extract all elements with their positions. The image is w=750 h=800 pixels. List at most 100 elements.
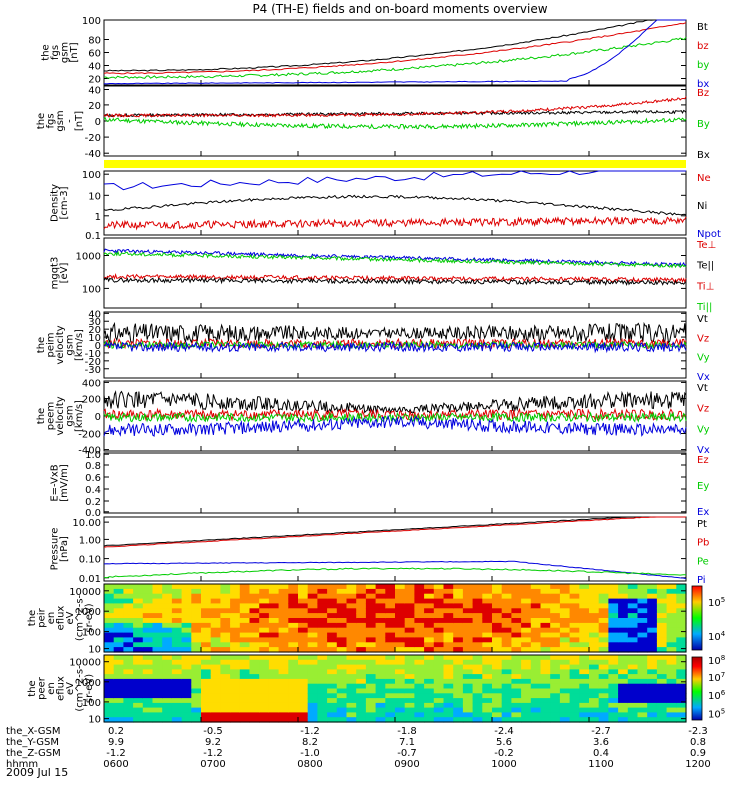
heatmap-cell [569,603,580,609]
heatmap-cell [569,717,580,723]
heatmap-cell [627,655,639,661]
heatmap-cell [550,603,561,609]
heatmap-cell [152,717,163,723]
heatmap-cell [327,603,338,609]
heatmap-cell [259,664,270,670]
heatmap-cell [637,698,648,704]
heatmap-cell [268,613,280,619]
pressure-legend-3: Pi [697,575,706,586]
heatmap-cell [579,593,590,600]
heatmap-cell [356,698,367,704]
heatmap-cell [550,659,561,666]
heatmap-cell [307,627,318,634]
heatmap-cell [191,622,202,629]
heatmap-cell [171,678,183,685]
vx-series [103,340,687,354]
heatmap-cell [530,627,542,634]
vx2-series [103,414,687,437]
heatmap-cell [365,683,377,690]
heatmap-cell [327,659,338,666]
xaxis-value-2-4: -0.2 [494,748,514,759]
heatmap-cell [559,637,571,643]
peem_velocity-traces [103,390,687,437]
heatmap-cell [550,678,561,685]
heatmap-cell [375,637,386,643]
heatmap-cell [608,688,619,694]
peir_spectrogram-ytick-0: 10000 [69,587,101,598]
heatmap-cell [356,593,367,600]
bz-series [103,22,687,75]
heatmap-cell [589,702,600,709]
heatmap-cell [569,627,580,634]
heatmap-cell [327,642,338,648]
heatmap-cell [656,627,668,634]
heatmap-cell [608,642,619,648]
heatmap-cell [540,655,551,661]
heatmap-cell [540,683,551,690]
heatmap-cell [627,683,639,690]
heatmap-cell [336,712,348,718]
heatmap-cell [268,659,280,666]
heatmap-cell [278,584,289,590]
heatmap-cell [647,593,658,600]
xaxis-label-1: the_Y-GSM [6,737,59,748]
heatmap-cell [637,712,648,718]
heatmap-cell [201,669,212,675]
heatmap-cell [375,664,386,670]
heatmap-cell [191,717,202,723]
heatmap-cell [414,669,425,675]
heatmap-cell [472,622,483,629]
heatmap-cell [433,698,445,704]
heatmap-cell [627,693,639,699]
heatmap-cell [666,584,677,590]
heatmap-cell [608,702,619,709]
heatmap-cell [298,707,309,713]
heatmap-cell [501,598,512,605]
heatmap-cell [462,664,474,670]
heatmap-cell [550,674,561,680]
heatmap-cell [123,712,134,718]
heatmap-cell [511,659,522,666]
heatmap-cell [530,655,542,661]
pressure-legend-0: Pt [697,519,707,530]
heatmap-cell [492,688,503,694]
heatmap-cell [162,688,173,694]
heatmap-cell [424,608,435,614]
heatmap-cell [142,637,154,643]
peem_velocity-ytick-1: 200 [82,395,101,406]
heatmap-cell [521,618,532,624]
heatmap-cell [482,584,493,590]
heatmap-cell [259,693,270,699]
heatmap-cell [201,603,212,609]
heatmap-cell [598,707,609,713]
heatmap-cell [201,717,212,723]
heatmap-cell [637,688,648,694]
heatmap-cell [259,659,270,666]
heatmap-cell [162,608,173,614]
heatmap-cell [239,683,251,690]
heatmap-cell [637,584,648,590]
heatmap-cell [647,707,658,713]
heatmap-cell [559,707,571,713]
heatmap-cell [133,618,144,624]
heatmap-cell [385,655,396,661]
heatmap-cell [307,712,318,718]
heatmap-cell [152,588,163,595]
heatmap-cell [133,702,144,709]
heatmap-cell [210,698,221,704]
heatmap-cell [288,683,299,690]
heatmap-cell [627,707,639,713]
heatmap-cell [521,659,532,666]
heatmap-cell [627,608,639,614]
heatmap-cell [123,659,134,666]
heatmap-cell [579,647,590,653]
heatmap-cell [656,603,668,609]
heatmap-cell [268,664,280,670]
heatmap-cell [104,608,115,614]
heatmap-cell [365,642,377,648]
peer_spectrogram-colorbar-tick-0: 108 [708,654,725,667]
heatmap-cell [666,655,677,661]
heatmap-cell [395,717,406,723]
heatmap-cell [433,637,445,643]
heatmap-cell [317,622,328,629]
